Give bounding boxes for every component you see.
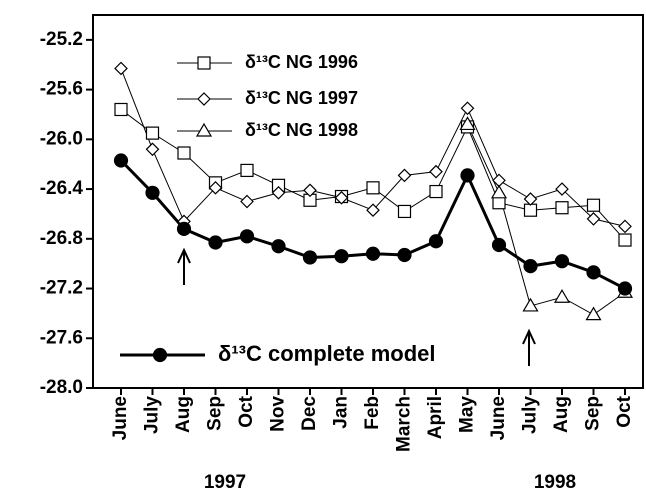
marker (303, 183, 317, 198)
x-tick-label: Nov (268, 396, 289, 432)
marker (145, 126, 160, 140)
marker (523, 259, 538, 274)
marker (618, 219, 632, 234)
legend-label: δ¹³C complete model (218, 341, 435, 366)
marker (429, 184, 443, 199)
marker (429, 164, 443, 179)
marker (397, 204, 412, 219)
marker (195, 122, 213, 137)
marker (208, 180, 223, 195)
marker (523, 192, 538, 206)
marker (397, 247, 412, 263)
marker (586, 212, 601, 226)
legend-label: δ¹³C NG 1997 (245, 88, 358, 108)
x-tick-label: June (488, 396, 509, 440)
x-tick-label: March (394, 396, 415, 452)
y-tick-label: -25.6 (40, 79, 83, 100)
x-tick-label: April (425, 396, 446, 439)
arrow (177, 247, 191, 285)
marker (208, 235, 223, 250)
marker (618, 233, 632, 247)
marker (555, 201, 569, 215)
marker (366, 181, 380, 195)
marker (240, 194, 254, 209)
marker (302, 250, 318, 265)
x-tick-label: Sep (205, 396, 226, 431)
marker (397, 168, 412, 183)
marker (523, 203, 538, 217)
marker (522, 297, 539, 312)
marker (239, 229, 255, 244)
y-tick-label: -27.6 (40, 327, 83, 348)
series-line (119, 159, 626, 290)
legend-label: δ¹³C NG 1996 (245, 52, 358, 72)
marker (617, 281, 633, 296)
series-line (467, 124, 626, 316)
marker (586, 265, 601, 280)
arrow (522, 328, 536, 366)
x-tick-label: July (142, 396, 163, 434)
y-tick-label: -27.2 (40, 278, 83, 299)
marker (586, 198, 601, 212)
x-tick-label: Aug (173, 396, 194, 433)
y-tick-label: -28.0 (40, 377, 83, 398)
marker (459, 116, 476, 131)
marker (152, 347, 168, 363)
x-tick-label: Feb (362, 396, 383, 430)
x-tick-label: Aug (551, 396, 572, 433)
marker (460, 168, 475, 183)
series-line (120, 109, 626, 241)
marker (176, 221, 192, 236)
x-tick-label: July (520, 396, 541, 434)
marker (460, 101, 475, 116)
x-tick-label: Dec (299, 396, 320, 431)
x-tick-label: Oct (236, 395, 257, 427)
marker (145, 142, 160, 157)
marker (271, 239, 286, 254)
marker (554, 254, 570, 269)
marker (113, 153, 129, 168)
x-tick-label: May (457, 396, 478, 433)
marker (492, 196, 506, 210)
marker (585, 306, 602, 321)
legend-label: δ¹³C NG 1998 (245, 120, 358, 140)
marker (334, 190, 349, 205)
y-tick-label: -26.8 (40, 228, 83, 249)
marker (490, 184, 508, 199)
y-tick-label: -25.2 (40, 29, 83, 50)
marker (240, 163, 254, 178)
x-tick-label: Oct (614, 395, 635, 427)
marker (491, 237, 507, 253)
marker (334, 249, 349, 264)
marker (428, 234, 444, 249)
y-tick-label: -26.4 (40, 178, 84, 199)
y-tick-label: -26.0 (40, 128, 83, 149)
marker (271, 185, 286, 200)
marker (114, 61, 128, 76)
marker (145, 185, 160, 200)
year-label: 1998 (534, 472, 576, 493)
x-tick-label: June (110, 396, 131, 440)
marker (197, 56, 211, 70)
marker (114, 102, 128, 117)
x-tick-label: Sep (583, 396, 604, 431)
marker (366, 203, 380, 218)
x-tick-label: Jan (331, 396, 352, 429)
marker (553, 289, 571, 303)
plot-frame (92, 14, 644, 389)
series-line (120, 68, 626, 227)
marker (365, 246, 381, 261)
marker (177, 146, 191, 160)
marker (555, 182, 569, 196)
year-label: 1997 (204, 472, 246, 493)
marker (197, 92, 211, 106)
